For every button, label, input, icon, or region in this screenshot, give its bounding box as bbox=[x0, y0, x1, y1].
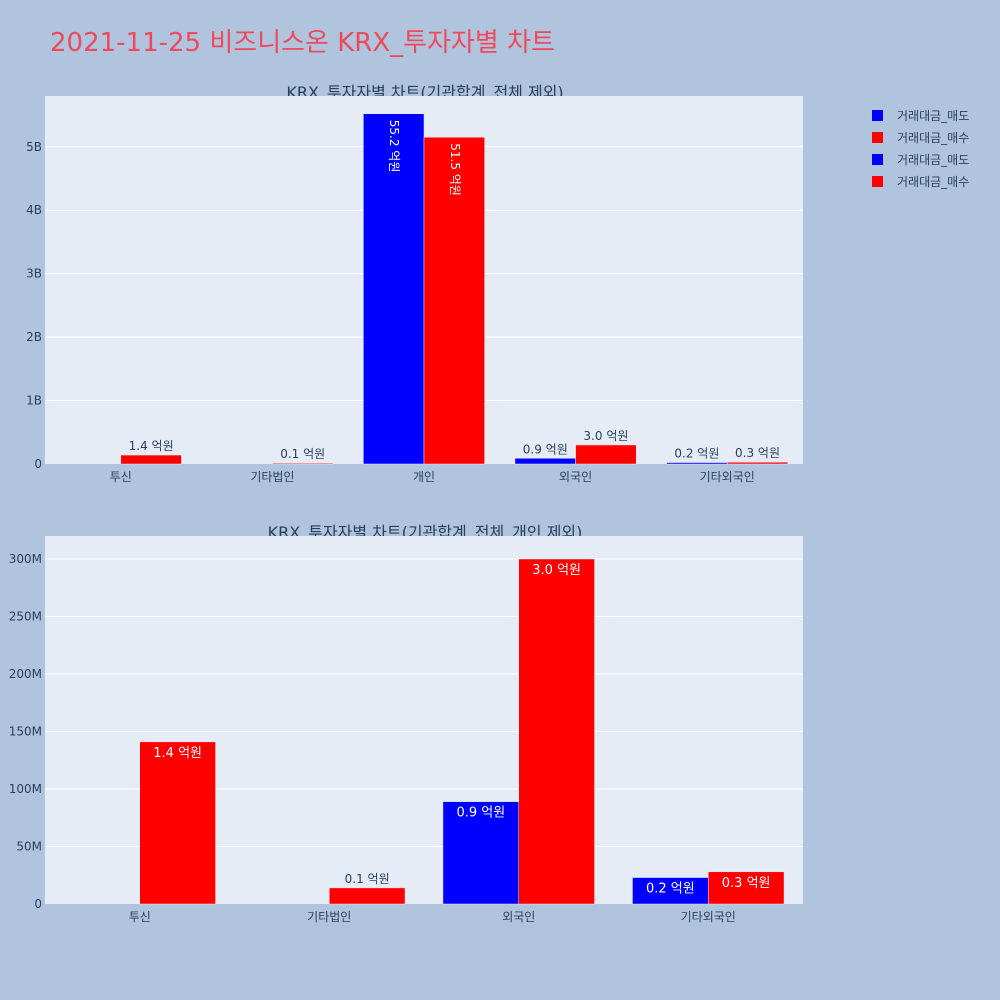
legend-item-buy-1[interactable]: 거래대금_매수 bbox=[872, 126, 969, 148]
legend-label: 거래대금_매수 bbox=[897, 174, 970, 189]
y-tick-label: 100M bbox=[9, 782, 42, 796]
data-label: 0.9 억원 bbox=[456, 806, 505, 821]
y-tick-label: 1B bbox=[26, 394, 42, 408]
bar bbox=[423, 136, 485, 465]
legend-label: 거래대금_매도 bbox=[897, 108, 970, 123]
y-tick-label: 250M bbox=[9, 610, 42, 624]
bar bbox=[518, 558, 595, 905]
data-label: 3.0 억원 bbox=[583, 429, 628, 443]
x-tick-label: 투신 bbox=[110, 470, 132, 484]
x-tick-label: 기타법인 bbox=[307, 910, 351, 924]
bar bbox=[442, 801, 520, 905]
data-label: 0.3 억원 bbox=[735, 446, 780, 460]
x-tick-label: 기타법인 bbox=[250, 470, 294, 484]
bar bbox=[708, 871, 785, 905]
y-tick-label: 4B bbox=[26, 203, 42, 217]
main-title: 2021-11-25 비즈니스온 KRX_투자자별 차트 bbox=[50, 28, 555, 58]
legend-swatch bbox=[872, 131, 883, 143]
x-tick-label: 기타외국인 bbox=[681, 910, 736, 924]
data-label: 0.9 억원 bbox=[523, 442, 568, 456]
legend-swatch bbox=[872, 109, 883, 121]
data-label: 0.3 억원 bbox=[722, 876, 771, 891]
legend-swatch bbox=[872, 153, 883, 165]
bar bbox=[632, 877, 709, 905]
data-label: 0.1 억원 bbox=[280, 447, 325, 461]
bar bbox=[575, 444, 637, 465]
data-label: 0.2 억원 bbox=[674, 447, 719, 461]
y-tick-label: 0 bbox=[34, 457, 42, 471]
bar bbox=[272, 462, 334, 465]
y-tick-label: 5B bbox=[26, 140, 42, 154]
y-tick-label: 50M bbox=[16, 840, 42, 854]
legend[interactable]: 거래대금_매도 거래대금_매수 거래대금_매도 거래대금_매수 bbox=[872, 104, 969, 192]
data-label: 55.2 억원 bbox=[387, 120, 401, 173]
data-label: 0.1 억원 bbox=[345, 872, 390, 886]
data-label: 1.4 억원 bbox=[129, 439, 174, 453]
legend-item-sell-1[interactable]: 거래대금_매도 bbox=[872, 104, 969, 126]
bar bbox=[726, 461, 789, 465]
x-tick-label: 기타외국인 bbox=[700, 470, 755, 484]
x-tick-label: 투신 bbox=[129, 910, 151, 924]
x-tick-label: 외국인 bbox=[559, 470, 592, 484]
legend-swatch bbox=[872, 175, 883, 187]
bar bbox=[329, 887, 406, 905]
y-tick-label: 2B bbox=[26, 330, 42, 344]
bar bbox=[120, 454, 182, 465]
x-tick-label: 개인 bbox=[413, 470, 435, 484]
y-tick-label: 3B bbox=[26, 267, 42, 281]
bar bbox=[363, 113, 425, 465]
bar bbox=[139, 741, 216, 905]
data-label: 0.2 억원 bbox=[646, 882, 695, 897]
legend-item-sell-2[interactable]: 거래대금_매도 bbox=[872, 148, 969, 170]
y-tick-label: 150M bbox=[9, 725, 42, 739]
x-tick-label: 외국인 bbox=[502, 910, 535, 924]
y-tick-label: 300M bbox=[9, 552, 42, 566]
legend-label: 거래대금_매수 bbox=[897, 130, 970, 145]
y-tick-label: 0 bbox=[34, 897, 42, 911]
data-label: 3.0 억원 bbox=[532, 563, 581, 578]
data-label: 51.5 억원 bbox=[448, 143, 462, 196]
legend-item-buy-2[interactable]: 거래대금_매수 bbox=[872, 170, 969, 192]
data-label: 1.4 억원 bbox=[153, 746, 202, 761]
legend-label: 거래대금_매도 bbox=[897, 152, 970, 167]
y-tick-label: 200M bbox=[9, 667, 42, 681]
